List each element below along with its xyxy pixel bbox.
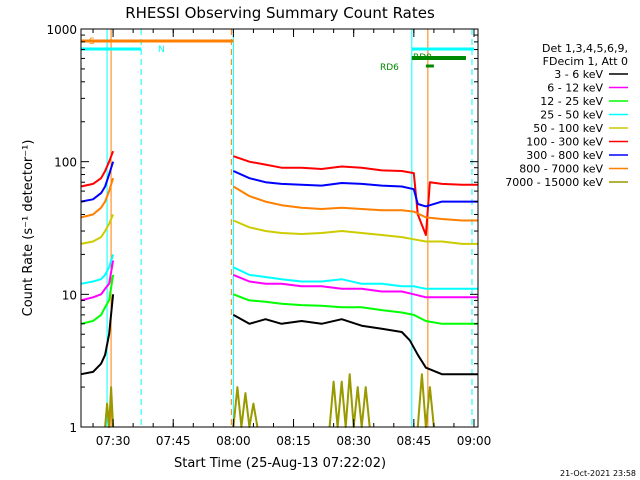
x-tick-label-6: 09:00: [457, 434, 492, 448]
legend-label-3: 25 - 50 keV: [540, 109, 603, 122]
x-axis-label: Start Time (25-Aug-13 07:22:02): [174, 456, 386, 471]
series-1-segment-1: [233, 273, 478, 299]
series-8-segment-2: [328, 373, 371, 428]
series-0-segment-0: [80, 294, 115, 376]
vertical-markers: [106, 29, 473, 427]
x-tick-label-1: 07:45: [156, 434, 191, 448]
legend-label-5: 100 - 300 keV: [526, 136, 603, 149]
series-1-segment-0: [80, 260, 115, 302]
series-8-segment-1: [232, 386, 259, 428]
plot-frame: [80, 28, 479, 428]
annotation-label-s: S: [89, 37, 95, 47]
y-axis-label: Count Rate (s⁻¹ detector⁻¹): [21, 140, 36, 317]
legend-label-0: 3 - 6 keV: [554, 68, 603, 81]
legend-header-1: FDecim 1, Att 0: [543, 55, 628, 68]
series-6-segment-0: [80, 161, 115, 203]
legend-label-7: 800 - 7000 keV: [519, 163, 603, 176]
legend-label-6: 300 - 800 keV: [526, 149, 603, 162]
series-0-segment-1: [232, 314, 478, 376]
y-tick-label-0: 1: [69, 421, 77, 435]
series-3-segment-0: [80, 254, 115, 285]
series-7-segment-1: [232, 185, 478, 222]
legend-header-0: Det 1,3,4,5,6,9,: [542, 42, 628, 55]
y-axis-ticks: 1 10 100 1000: [46, 23, 478, 435]
series-6-segment-1: [232, 170, 478, 208]
annotation-label-n: N: [158, 45, 165, 55]
series-3-segment-1: [232, 266, 478, 290]
x-tick-label-3: 08:15: [276, 434, 311, 448]
annotation-label-rd0: RD0: [413, 53, 432, 63]
x-axis-ticks: 07:30 07:45 08:00 08:15 08:30 08:45 09:00: [92, 29, 492, 448]
series-2-segment-0: [80, 274, 115, 325]
series-7-segment-0: [80, 177, 115, 219]
y-tick-label-3: 1000: [46, 23, 77, 37]
chart-title: RHESSI Observing Summary Count Rates: [125, 4, 435, 22]
x-tick-label-5: 08:45: [397, 434, 432, 448]
x-tick-label-0: 07:30: [96, 434, 131, 448]
annotation-bars: S N RD0 RD6: [81, 37, 474, 73]
legend-label-4: 50 - 100 keV: [533, 122, 603, 135]
series-group: [80, 150, 478, 428]
annotation-label-rd6: RD6: [380, 63, 399, 73]
y-tick-label-2: 100: [54, 156, 77, 170]
series-5-segment-1: [233, 155, 478, 236]
series-4-segment-0: [80, 214, 115, 245]
legend: Det 1,3,4,5,6,9,FDecim 1, Att 03 - 6 keV…: [505, 42, 628, 189]
legend-label-2: 12 - 25 keV: [540, 95, 603, 108]
legend-label-8: 7000 - 15000 keV: [505, 176, 603, 189]
x-tick-label-2: 08:00: [216, 434, 251, 448]
legend-label-1: 6 - 12 keV: [547, 82, 603, 95]
series-5-segment-0: [80, 150, 115, 188]
y-tick-label-1: 10: [62, 288, 77, 302]
x-tick-label-4: 08:30: [336, 434, 371, 448]
series-2-segment-1: [233, 293, 478, 325]
footer-timestamp: 21-Oct-2021 23:58: [560, 469, 636, 478]
series-4-segment-1: [233, 219, 478, 245]
